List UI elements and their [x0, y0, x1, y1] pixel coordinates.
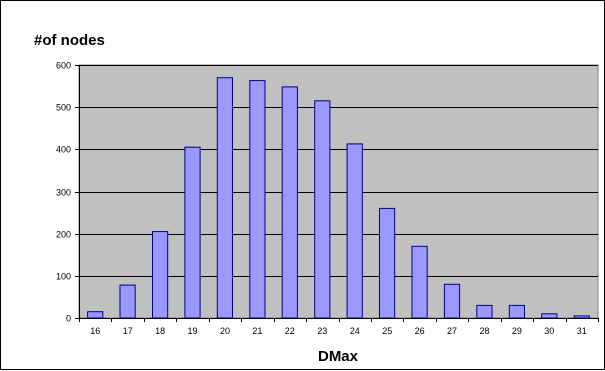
bar-29 — [508, 304, 525, 319]
y-tick-label: 600 — [56, 61, 71, 71]
x-tick-label: 22 — [285, 326, 295, 336]
x-axis-label: DMax — [318, 348, 359, 365]
bar-22 — [281, 86, 298, 319]
bar-17 — [119, 284, 136, 319]
bars — [87, 77, 590, 319]
y-tick-label: 100 — [56, 272, 71, 282]
bar-25 — [379, 207, 396, 319]
bar-24 — [346, 143, 363, 319]
x-tick-label: 20 — [220, 326, 230, 336]
axes — [75, 65, 599, 322]
bar-30 — [541, 313, 558, 319]
bar-23 — [314, 100, 331, 319]
x-tick-label: 16 — [90, 326, 100, 336]
x-tick-labels: 16 17 18 19 20 21 22 23 24 25 26 27 28 29 30 31 — [90, 326, 587, 336]
x-tick-label: 26 — [415, 326, 425, 336]
bar-31 — [573, 315, 590, 319]
bar-26 — [411, 245, 428, 319]
y-tick-label: 400 — [56, 145, 71, 155]
y-tick-label: 300 — [56, 188, 71, 198]
x-tick-label: 25 — [382, 326, 392, 336]
bar-20 — [216, 77, 234, 319]
y-tick-label: 200 — [56, 230, 71, 240]
x-tick-label: 31 — [577, 326, 587, 336]
x-tick-label: 28 — [479, 326, 489, 336]
bar-21 — [249, 80, 266, 319]
bar-16 — [87, 311, 104, 319]
x-tick-label: 24 — [350, 326, 360, 336]
y-tick-label: 500 — [56, 103, 71, 113]
bar-27 — [443, 283, 461, 319]
bar-18 — [152, 231, 169, 319]
bar-19 — [184, 146, 201, 319]
y-tick-labels: 0 100 200 300 400 500 600 — [56, 61, 71, 324]
x-tick-label: 23 — [317, 326, 327, 336]
x-tick-label: 30 — [544, 326, 554, 336]
x-tick-label: 29 — [512, 326, 522, 336]
x-tick-label: 17 — [123, 326, 133, 336]
x-tick-label: 19 — [187, 326, 197, 336]
x-tick-label: 21 — [252, 326, 262, 336]
bar-28 — [476, 304, 493, 319]
x-tick-label: 27 — [447, 326, 457, 336]
y-tick-label: 0 — [66, 314, 71, 324]
y-axis-label: #of nodes — [34, 32, 105, 49]
x-tick-label: 18 — [155, 326, 165, 336]
